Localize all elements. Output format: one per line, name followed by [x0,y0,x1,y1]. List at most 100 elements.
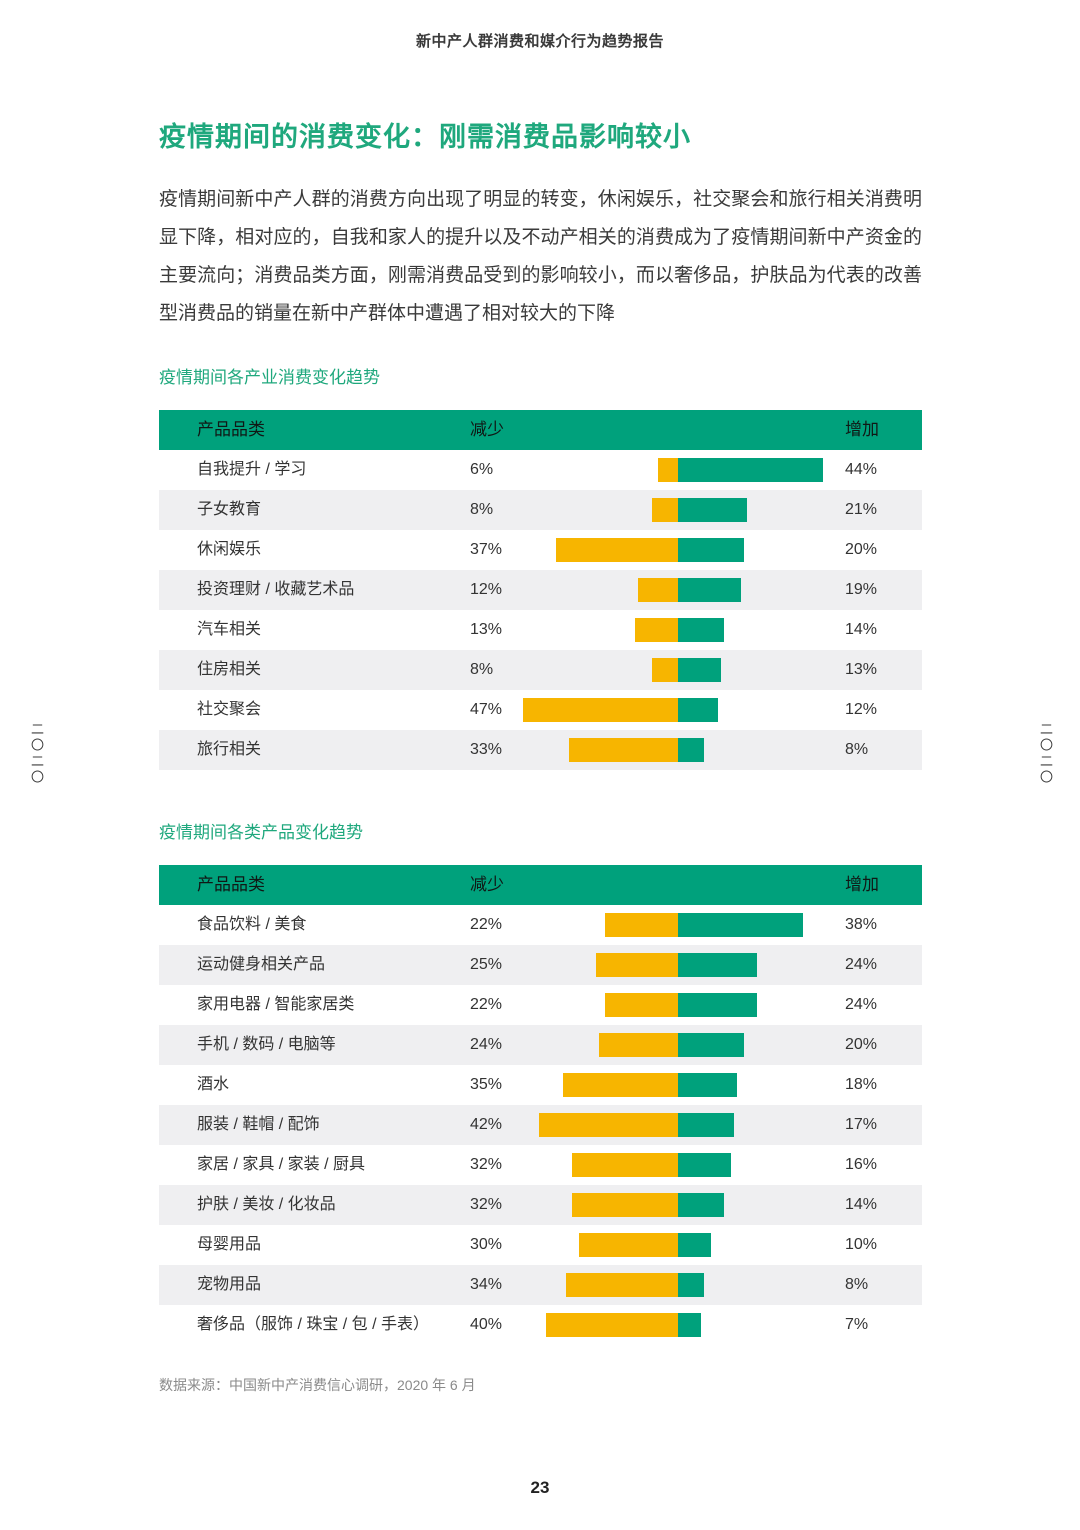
page-number: 23 [530,1478,550,1497]
row-category-label: 运动健身相关产品 [197,956,326,973]
chart-table: 产品品类 减少 增加 自我提升 / 学习 6% 44% 子女教育 8% 21% 休闲娱乐 37… [159,410,922,770]
table-row: 子女教育 8% 21% [159,490,922,530]
row-category-label: 家用电器 / 智能家居类 [197,996,355,1013]
increase-bar [678,1233,711,1257]
increase-bar [678,1153,731,1177]
row-category-label: 食品饮料 / 美食 [197,916,307,933]
row-category-label: 住房相关 [197,661,262,678]
increase-value: 44% [845,461,878,478]
decrease-bar [565,1273,678,1297]
page-content: 疫情期间的消费变化：刚需消费品影响较小 疫情期间新中产人群的消费方向出现了明显的… [159,120,922,1395]
table-row: 家居 / 家具 / 家装 / 厨具 32% 16% [159,1145,922,1185]
decrease-bar [569,738,678,762]
decrease-bar [598,1033,678,1057]
source-note: 数据来源：中国新中产消费信心调研，2020 年 6 月 [159,1377,476,1393]
increase-bar [678,993,758,1017]
decrease-value: 30% [470,1236,503,1253]
increase-bar [678,1073,738,1097]
increase-bar [678,618,725,642]
decrease-value: 6% [470,461,494,478]
chart-subtitle: 疫情期间各产业消费变化趋势 [159,368,380,387]
decrease-bar [579,1233,678,1257]
increase-value: 7% [845,1316,869,1333]
decrease-value: 22% [470,996,503,1013]
row-category-label: 投资理财 / 收藏艺术品 [197,581,355,598]
decrease-value: 24% [470,1036,503,1053]
decrease-bar [651,498,678,522]
row-category-label: 护肤 / 美妆 / 化妆品 [197,1196,336,1213]
increase-bar [678,953,758,977]
decrease-bar [658,458,678,482]
increase-value: 18% [845,1076,878,1093]
chart-section-products: 疫情期间各类产品变化趋势 产品品类 减少 增加 食品饮料 / 美食 22% 38% 运… [159,818,922,1345]
increase-value: 19% [845,581,878,598]
table-row: 住房相关 8% 13% [159,650,922,690]
decrease-value: 34% [470,1276,503,1293]
row-category-label: 社交聚会 [197,701,262,718]
increase-bar [678,1193,725,1217]
report-header-title: 新中产人群消费和媒介行为趋势报告 [415,33,664,50]
table-row: 手机 / 数码 / 电脑等 24% 20% [159,1025,922,1065]
increase-value: 24% [845,996,878,1013]
table-row: 服装 / 鞋帽 / 配饰 42% 17% [159,1105,922,1145]
table-body: 食品饮料 / 美食 22% 38% 运动健身相关产品 25% 24% 家用电器 / 智能家居… [159,905,922,1345]
row-category-label: 汽车相关 [197,621,262,638]
increase-bar [678,1113,735,1137]
decrease-bar [595,953,678,977]
decrease-value: 40% [470,1316,503,1333]
decrease-bar [651,658,678,682]
table-row: 奢侈品（服饰 / 珠宝 / 包 / 手表） 40% 7% [159,1305,922,1345]
row-category-label: 手机 / 数码 / 电脑等 [197,1036,336,1053]
decrease-bar [572,1193,678,1217]
increase-bar [678,498,748,522]
increase-bar [678,698,718,722]
table-row: 自我提升 / 学习 6% 44% [159,450,922,490]
column-header-category: 产品品类 [197,420,265,439]
column-header-decrease: 减少 [470,420,504,439]
decrease-value: 37% [470,541,503,558]
increase-value: 12% [845,701,878,718]
increase-value: 20% [845,541,878,558]
column-header-increase: 增加 [845,420,879,439]
row-category-label: 母婴用品 [197,1236,262,1253]
increase-value: 8% [845,1276,869,1293]
decrease-value: 47% [470,701,503,718]
row-category-label: 子女教育 [197,501,262,518]
increase-bar [678,578,741,602]
column-header-increase: 增加 [845,875,879,894]
increase-bar [678,538,744,562]
row-category-label: 休闲娱乐 [197,541,262,558]
decrease-value: 13% [470,621,503,638]
table-row: 旅行相关 33% 8% [159,730,922,770]
intro-paragraph: 疫情期间新中产人群的消费方向出现了明显的转变，休闲娱乐，社交聚会和旅行相关消费明… [159,189,922,324]
decrease-bar [522,698,678,722]
increase-bar [678,1273,705,1297]
left-edge-marker: 二〇二〇 [29,722,44,786]
increase-value: 20% [845,1036,878,1053]
chart-section-industry: 疫情期间各产业消费变化趋势 产品品类 减少 增加 自我提升 / 学习 6% 44% 子… [159,363,922,770]
increase-bar [678,458,824,482]
decrease-value: 12% [470,581,503,598]
table-row: 母婴用品 30% 10% [159,1225,922,1265]
section-title: 疫情期间的消费变化：刚需消费品影响较小 [159,122,691,152]
decrease-value: 42% [470,1116,503,1133]
row-category-label: 家居 / 家具 / 家装 / 厨具 [197,1156,366,1173]
increase-value: 24% [845,956,878,973]
table-row: 社交聚会 47% 12% [159,690,922,730]
increase-value: 13% [845,661,878,678]
chart-subtitle: 疫情期间各类产品变化趋势 [159,823,363,842]
decrease-value: 33% [470,741,503,758]
table-header-row: 产品品类 减少 增加 [159,410,922,450]
decrease-value: 35% [470,1076,503,1093]
decrease-bar [546,1313,678,1337]
table-row: 护肤 / 美妆 / 化妆品 32% 14% [159,1185,922,1225]
decrease-bar [562,1073,678,1097]
decrease-value: 22% [470,916,503,933]
decrease-value: 32% [470,1196,503,1213]
increase-value: 14% [845,621,878,638]
increase-value: 14% [845,1196,878,1213]
increase-bar [678,1313,702,1337]
increase-value: 17% [845,1116,878,1133]
decrease-value: 8% [470,661,494,678]
table-header-row: 产品品类 减少 增加 [159,865,922,905]
